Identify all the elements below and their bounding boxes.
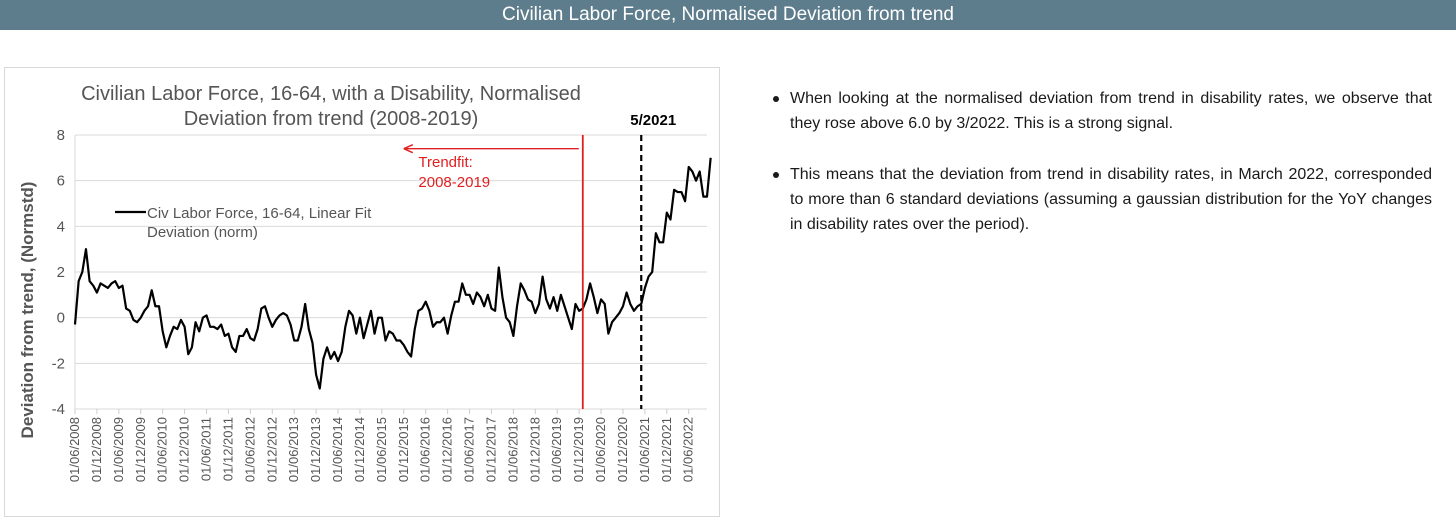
x-tick-label: 01/12/2020 <box>615 417 630 482</box>
y-tick-label: 2 <box>57 264 65 281</box>
x-tick-label: 01/12/2018 <box>527 417 542 482</box>
x-tick-labels: 01/06/2008 01/12/2008 01/06/2009 01/12/2009… <box>67 417 696 482</box>
x-tick-label: 01/06/2012 <box>242 417 257 482</box>
x-tick-label: 01/06/2019 <box>549 417 564 482</box>
chart-panel: -4 -2 0 2 4 6 8 01/06/2008 01/12/2008 01/06/2009… <box>4 67 720 517</box>
y-tick-label: -2 <box>52 355 65 372</box>
x-tick-label: 01/12/2011 <box>220 417 235 481</box>
x-tick-label: 01/06/2018 <box>505 417 520 482</box>
chart-title-line2: Deviation from trend (2008-2019) <box>184 108 479 130</box>
x-tick-label: 01/12/2021 <box>659 417 674 482</box>
chart-title-line1: Civilian Labor Force, 16-64, with a Disa… <box>81 83 581 105</box>
x-tick-label: 01/06/2009 <box>111 417 126 482</box>
series-line <box>73 157 712 390</box>
y-tick-label: -4 <box>52 401 65 418</box>
x-tick-label: 01/12/2014 <box>352 417 367 482</box>
x-tick-label: 01/06/2014 <box>330 417 345 482</box>
x-tick-label: 01/12/2010 <box>177 417 192 482</box>
page-banner: Civilian Labor Force, Normalised Deviati… <box>0 0 1456 30</box>
y-tick-label: 8 <box>57 127 65 144</box>
x-tick-label: 01/12/2015 <box>396 417 411 482</box>
legend-label-line1: Civ Labor Force, 16-64, Linear Fit <box>147 205 372 222</box>
reference-line-label: 5/2021 <box>630 112 676 129</box>
note-item: When looking at the normalised deviation… <box>770 86 1432 136</box>
x-tick-label: 01/06/2008 <box>67 417 82 482</box>
legend-label-line2: Deviation (norm) <box>147 224 258 241</box>
trendfit-annotation-line1: Trendfit: <box>418 154 472 171</box>
gridlines <box>74 134 707 414</box>
x-tick-label: 01/06/2011 <box>199 417 214 481</box>
x-tick-label: 01/12/2012 <box>264 417 279 482</box>
x-tick-label: 01/12/2013 <box>308 417 323 482</box>
x-tick-label: 01/06/2010 <box>155 417 170 482</box>
y-tick-label: 6 <box>57 173 65 190</box>
note-item: This means that the deviation from trend… <box>770 162 1432 237</box>
y-tick-label: 4 <box>57 218 65 235</box>
trendfit-arrowhead <box>403 144 414 154</box>
y-tick-labels: -4 -2 0 2 4 6 8 <box>52 127 65 418</box>
line-chart: -4 -2 0 2 4 6 8 01/06/2008 01/12/2008 01/06/2009… <box>18 83 712 482</box>
x-tick-label: 01/06/2022 <box>681 417 696 482</box>
x-tick-label: 01/12/2008 <box>89 417 104 482</box>
x-tick-label: 01/06/2013 <box>286 417 301 482</box>
x-tick-label: 01/06/2015 <box>374 417 389 482</box>
notes-list: When looking at the normalised deviation… <box>770 86 1432 263</box>
x-tick-label: 01/06/2020 <box>593 417 608 482</box>
trendfit-annotation-line2: 2008-2019 <box>418 174 490 191</box>
annotations: Trendfit: 2008-2019 5/2021 <box>403 112 676 409</box>
x-tick-label: 01/12/2017 <box>483 417 498 482</box>
y-axis-label: Deviation from trend, (Normstd) <box>18 182 37 439</box>
y-tick-label: 0 <box>57 310 65 327</box>
x-tick-label: 01/12/2016 <box>440 417 455 482</box>
x-tick-label: 01/06/2016 <box>418 417 433 482</box>
x-tick-label: 01/06/2017 <box>462 417 477 482</box>
legend: Civ Labor Force, 16-64, Linear Fit Devia… <box>115 205 372 241</box>
x-tick-label: 01/06/2021 <box>637 417 652 482</box>
x-tick-label: 01/12/2019 <box>571 417 586 482</box>
x-tick-label: 01/12/2009 <box>133 417 148 482</box>
